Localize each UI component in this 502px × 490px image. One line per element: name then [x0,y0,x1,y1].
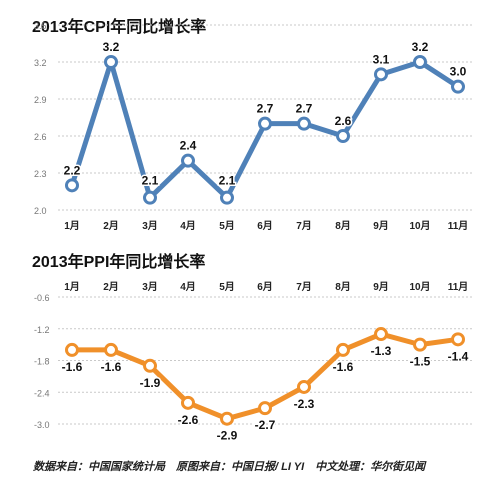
data-label-0-6: 2.7 [296,102,313,116]
x-tick-0-7: 8月 [335,220,351,232]
y-tick-0-0: 3.5 [34,21,47,31]
x-tick-0-4: 5月 [219,220,235,232]
data-point-0-8 [374,67,388,82]
x-tick-0-0: 1月 [64,220,80,232]
y-tick-0-1: 3.2 [34,58,47,68]
x-tick-0-8: 9月 [373,220,389,232]
x-tick-0-6: 7月 [296,220,312,232]
x-tick-1-8: 9月 [373,281,389,293]
x-tick-1-9: 10月 [409,281,430,293]
data-point-1-5 [258,401,272,416]
data-label-0-9: 3.2 [412,40,429,54]
x-tick-1-10: 11月 [448,281,469,293]
data-point-0-0 [65,178,79,193]
x-tick-1-2: 3月 [142,281,158,293]
data-point-0-3 [181,153,195,168]
cpi-chart-title: 2013年CPI年同比增长率 [32,19,207,36]
data-point-1-0 [65,342,79,357]
y-tick-1-1: -1.2 [34,325,50,335]
data-label-0-0: 2.2 [64,163,81,177]
data-label-0-4: 2.1 [219,174,236,188]
data-label-0-7: 2.6 [335,114,352,128]
x-tick-1-7: 8月 [335,281,351,293]
data-point-0-7 [336,129,350,143]
data-point-1-8 [374,327,388,342]
data-label-1-2: -1.9 [140,376,161,390]
data-label-0-5: 2.7 [257,102,274,116]
data-point-0-4 [220,190,234,205]
y-tick-0-2: 2.9 [34,95,47,105]
x-tick-0-2: 3月 [142,220,158,232]
x-tick-1-3: 4月 [180,281,196,293]
x-tick-0-1: 2月 [103,220,119,232]
y-tick-0-5: 2.0 [34,206,47,216]
data-point-0-9 [413,55,427,69]
x-tick-0-9: 10月 [409,220,430,232]
data-label-1-1: -1.6 [101,360,122,374]
data-point-0-1 [104,55,118,69]
data-label-1-6: -2.3 [294,397,315,411]
data-point-0-2 [143,190,157,205]
data-point-0-10 [451,79,465,94]
data-label-1-0: -1.6 [62,360,83,374]
data-label-0-10: 3.0 [450,65,467,79]
data-label-1-8: -1.3 [371,344,392,358]
data-label-0-3: 2.4 [180,139,197,153]
ppi-chart-title: 2013年PPI年同比增长率 [32,254,206,271]
data-point-1-3 [181,395,195,410]
data-label-1-10: -1.4 [448,349,469,363]
x-tick-1-1: 2月 [103,281,119,293]
x-tick-0-10: 11月 [448,220,469,232]
data-label-1-4: -2.9 [217,429,238,443]
y-tick-1-0: -0.6 [34,293,50,303]
x-tick-1-6: 7月 [296,281,312,293]
y-tick-1-3: -2.4 [34,388,50,398]
data-point-1-1 [104,342,118,357]
data-label-0-2: 2.1 [142,174,159,188]
x-tick-0-5: 6月 [257,220,273,232]
data-point-0-6 [297,116,311,131]
data-label-0-1: 3.2 [103,40,120,54]
data-point-1-2 [143,358,157,373]
y-tick-0-3: 2.6 [34,132,47,142]
data-point-1-7 [336,342,350,357]
x-tick-1-4: 5月 [219,281,235,293]
y-tick-1-2: -1.8 [34,357,50,367]
data-label-1-3: -2.6 [178,413,199,427]
data-point-1-10 [451,332,465,347]
data-point-0-5 [258,116,272,131]
data-label-1-5: -2.7 [255,418,276,432]
x-tick-0-3: 4月 [180,220,196,232]
data-label-0-8: 3.1 [373,52,390,66]
data-label-1-7: -1.6 [333,360,354,374]
source-footer: 数据来自：中国国家统计局 原图来自：中国日报/ LI YI 中文处理：华尔街见闻 [33,461,426,473]
x-tick-1-5: 6月 [257,281,273,293]
x-tick-1-0: 1月 [64,281,80,293]
data-point-1-9 [413,337,427,352]
data-point-1-4 [220,411,234,426]
data-label-1-9: -1.5 [410,355,431,369]
y-tick-0-4: 2.3 [34,169,47,179]
y-tick-1-4: -3.0 [34,420,50,430]
data-point-1-6 [297,379,311,394]
